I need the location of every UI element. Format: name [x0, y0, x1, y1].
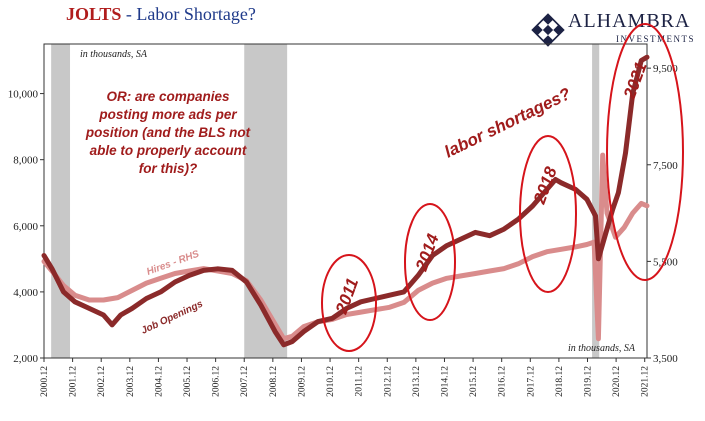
- y-right-tick-label: 9,500: [653, 63, 678, 75]
- x-tick-label: 2010.12: [326, 366, 336, 397]
- x-tick-label: 2003.12: [126, 366, 136, 397]
- circle-label-2018: 2018: [530, 164, 561, 207]
- logo-brand-text: ALHAMBRA: [568, 10, 691, 32]
- page-title: JOLTS - Labor Shortage?: [66, 4, 256, 25]
- title-subtitle: Labor Shortage?: [136, 4, 256, 24]
- x-tick-label: 2014.12: [440, 366, 450, 397]
- x-tick-label: 2017.12: [526, 366, 536, 397]
- series-lines: [41, 54, 650, 348]
- question-line-5: for this)?: [139, 161, 198, 176]
- year-circles: 2011 2014 2018 2021: [321, 23, 684, 352]
- x-tick-label: 2008.12: [269, 366, 279, 397]
- title-main: JOLTS: [66, 4, 122, 24]
- x-tick-label: 2000.12: [40, 366, 50, 397]
- y-left-tick-label: 10,000: [8, 89, 39, 101]
- y-right-tick-label: 7,500: [653, 160, 678, 172]
- x-tick-label: 2007.12: [240, 366, 250, 397]
- x-tick-label: 2015.12: [469, 366, 479, 397]
- y-left-tick-label: 2,000: [13, 353, 38, 365]
- x-tick-label: 2001.12: [69, 366, 79, 397]
- y-left-tick-label: 4,000: [13, 287, 38, 299]
- x-tick-label: 2016.12: [498, 366, 508, 397]
- unit-note-left: in thousands, SA: [80, 49, 148, 60]
- recession-band: [592, 44, 600, 358]
- x-tick-label: 2013.12: [412, 366, 422, 397]
- circle-label-2021: 2021: [620, 59, 651, 102]
- diamond-logo-icon: [531, 13, 565, 47]
- labor-shortages-annotation: labor shortages?: [441, 84, 574, 162]
- y-right-tick-label: 5,500: [653, 256, 678, 268]
- x-tick-label: 2020.12: [612, 366, 622, 397]
- plot-frame: [43, 43, 648, 359]
- circle-2018: [519, 135, 577, 293]
- x-tick-label: 2018.12: [555, 366, 565, 397]
- circle-2021: [606, 23, 684, 281]
- axes: 2,000 4,000 6,000 8,000 10,000 3,500 5,500 7,50…: [8, 63, 679, 397]
- brand-logo: ALHAMBRA INVESTMENTS: [530, 10, 700, 52]
- x-tick-label: 2002.12: [97, 366, 107, 397]
- circle-2011: [321, 254, 377, 352]
- series-label-openings: Job Openings: [140, 298, 205, 336]
- x-tick-label: 2021.12: [641, 366, 651, 397]
- title-sep: -: [121, 4, 137, 24]
- logo-tagline: INVESTMENTS: [616, 34, 695, 44]
- x-tick-label: 2004.12: [154, 366, 164, 397]
- x-tick-label: 2012.12: [383, 366, 393, 397]
- x-tick-label: 2011.12: [355, 366, 365, 397]
- question-line-3: position (and the BLS not: [85, 125, 251, 140]
- x-tick-label: 2005.12: [183, 366, 193, 397]
- y-left-tick-label: 8,000: [13, 155, 38, 167]
- circle-2014: [404, 203, 456, 321]
- recession-band: [51, 44, 71, 358]
- series-line-hires: [41, 152, 650, 342]
- question-line-2: posting more ads per: [98, 107, 237, 122]
- series-line-job-openings: [41, 54, 650, 348]
- question-line-4: able to properly account: [90, 143, 247, 158]
- x-tick-label: 2019.12: [584, 366, 594, 397]
- x-tick-label: 2009.12: [297, 366, 307, 397]
- y-left-tick-label: 6,000: [13, 221, 38, 233]
- unit-note-right: in thousands, SA: [568, 343, 636, 354]
- y-right-tick-label: 3,500: [653, 353, 678, 365]
- question-line-1: OR: are companies: [106, 89, 230, 104]
- question-annotation: OR: are companies posting more ads per p…: [85, 89, 251, 176]
- x-tick-label: 2006.12: [212, 366, 222, 397]
